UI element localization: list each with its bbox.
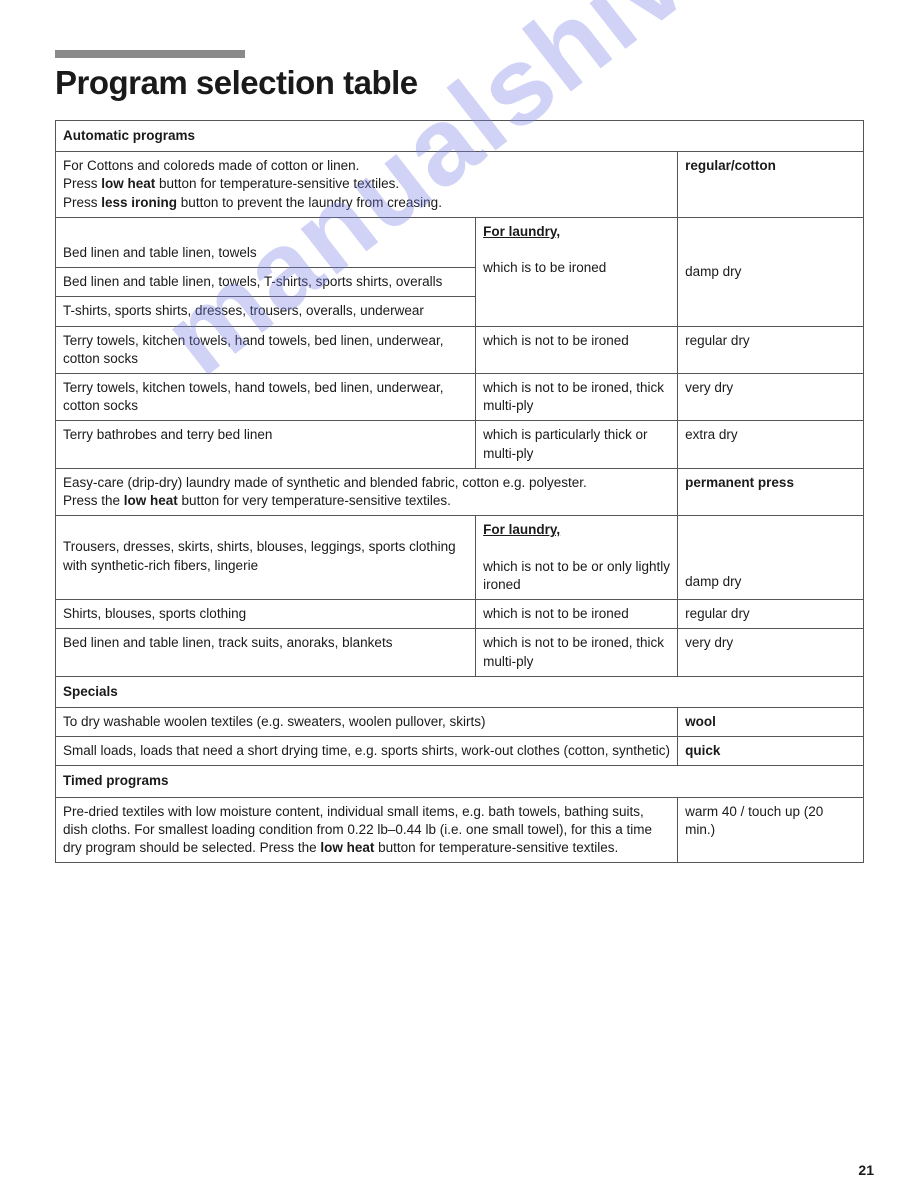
section-row-timed: Timed programs (56, 766, 864, 797)
items-cell: Shirts, blouses, sports clothing (56, 600, 476, 629)
bold-text: low heat (124, 493, 178, 508)
page-number: 21 (858, 1162, 874, 1178)
for-laundry-label: For laundry, (483, 522, 560, 537)
section-header-automatic: Automatic programs (56, 121, 864, 152)
condition-cell: which is particularly thick or multi-ply (476, 421, 678, 468)
table-row: Terry towels, kitchen towels, hand towel… (56, 326, 864, 373)
program-cell: damp dry (678, 217, 864, 326)
condition-cell: which is not to be ironed, thick multi-p… (476, 373, 678, 420)
items-cell: Bed linen and table linen, towels, T-shi… (56, 268, 476, 297)
bold-text: low heat (101, 176, 155, 191)
items-cell: Terry bathrobes and terry bed linen (56, 421, 476, 468)
items-cell: Bed linen and table linen, track suits, … (56, 629, 476, 676)
table-row: Terry towels, kitchen towels, hand towel… (56, 373, 864, 420)
section-header-timed: Timed programs (56, 766, 864, 797)
items-cell: Pre-dried textiles with low moisture con… (56, 797, 678, 863)
condition-cell: which is not to be ironed (476, 326, 678, 373)
table-row: Bed linen and table linen, track suits, … (56, 629, 864, 676)
condition-cell: For laundry, which is not to be or only … (476, 516, 678, 600)
condition-text: which is not to be or only lightly irone… (483, 559, 670, 592)
program-cell: wool (678, 708, 864, 737)
for-laundry-label: For laundry, (483, 224, 560, 239)
program-cell: extra dry (678, 421, 864, 468)
page-title: Program selection table (55, 64, 864, 102)
section-row-automatic: Automatic programs (56, 121, 864, 152)
program-cell: permanent press (678, 468, 864, 515)
table-row: Trousers, dresses, skirts, shirts, blous… (56, 516, 864, 600)
table-row: Pre-dried textiles with low moisture con… (56, 797, 864, 863)
intro-row-cotton: For Cottons and coloreds made of cotton … (56, 152, 864, 218)
table-row: Shirts, blouses, sports clothing which i… (56, 600, 864, 629)
bold-text: less ironing (101, 195, 177, 210)
table-row: Bed linen and table linen, towels For la… (56, 217, 864, 267)
program-cell: regular/cotton (678, 152, 864, 218)
intro-cell-cotton: For Cottons and coloreds made of cotton … (56, 152, 678, 218)
text: button to prevent the laundry from creas… (177, 195, 442, 210)
condition-cell: which is not to be ironed (476, 600, 678, 629)
items-cell: Trousers, dresses, skirts, shirts, blous… (56, 516, 476, 600)
intro-row-permpress: Easy-care (drip-dry) laundry made of syn… (56, 468, 864, 515)
bold-text: low heat (320, 840, 374, 855)
program-cell: very dry (678, 629, 864, 676)
table-row: Small loads, loads that need a short dry… (56, 737, 864, 766)
program-cell: warm 40 / touch up (20 min.) (678, 797, 864, 863)
items-cell: Small loads, loads that need a short dry… (56, 737, 678, 766)
text: button for very temperature-sensitive te… (178, 493, 451, 508)
section-row-specials: Specials (56, 676, 864, 707)
program-cell: quick (678, 737, 864, 766)
items-cell: T-shirts, sports shirts, dresses, trouse… (56, 297, 476, 326)
condition-cell: For laundry, which is to be ironed (476, 217, 678, 326)
table-row: To dry washable woolen textiles (e.g. sw… (56, 708, 864, 737)
program-cell: damp dry (678, 516, 864, 600)
condition-text: which is to be ironed (483, 260, 606, 275)
program-cell: regular dry (678, 326, 864, 373)
items-cell: Bed linen and table linen, towels (56, 217, 476, 267)
text: button for temperature-sensitive textile… (374, 840, 618, 855)
condition-cell: which is not to be ironed, thick multi-p… (476, 629, 678, 676)
items-cell: Terry towels, kitchen towels, hand towel… (56, 373, 476, 420)
page-content: Program selection table Automatic progra… (0, 0, 904, 903)
items-cell: To dry washable woolen textiles (e.g. sw… (56, 708, 678, 737)
program-cell: very dry (678, 373, 864, 420)
table-row: Terry bathrobes and terry bed linen whic… (56, 421, 864, 468)
program-table: Automatic programs For Cottons and color… (55, 120, 864, 863)
header-bar (55, 50, 245, 58)
section-header-specials: Specials (56, 676, 864, 707)
items-cell: Terry towels, kitchen towels, hand towel… (56, 326, 476, 373)
program-cell: regular dry (678, 600, 864, 629)
intro-cell-permpress: Easy-care (drip-dry) laundry made of syn… (56, 468, 678, 515)
